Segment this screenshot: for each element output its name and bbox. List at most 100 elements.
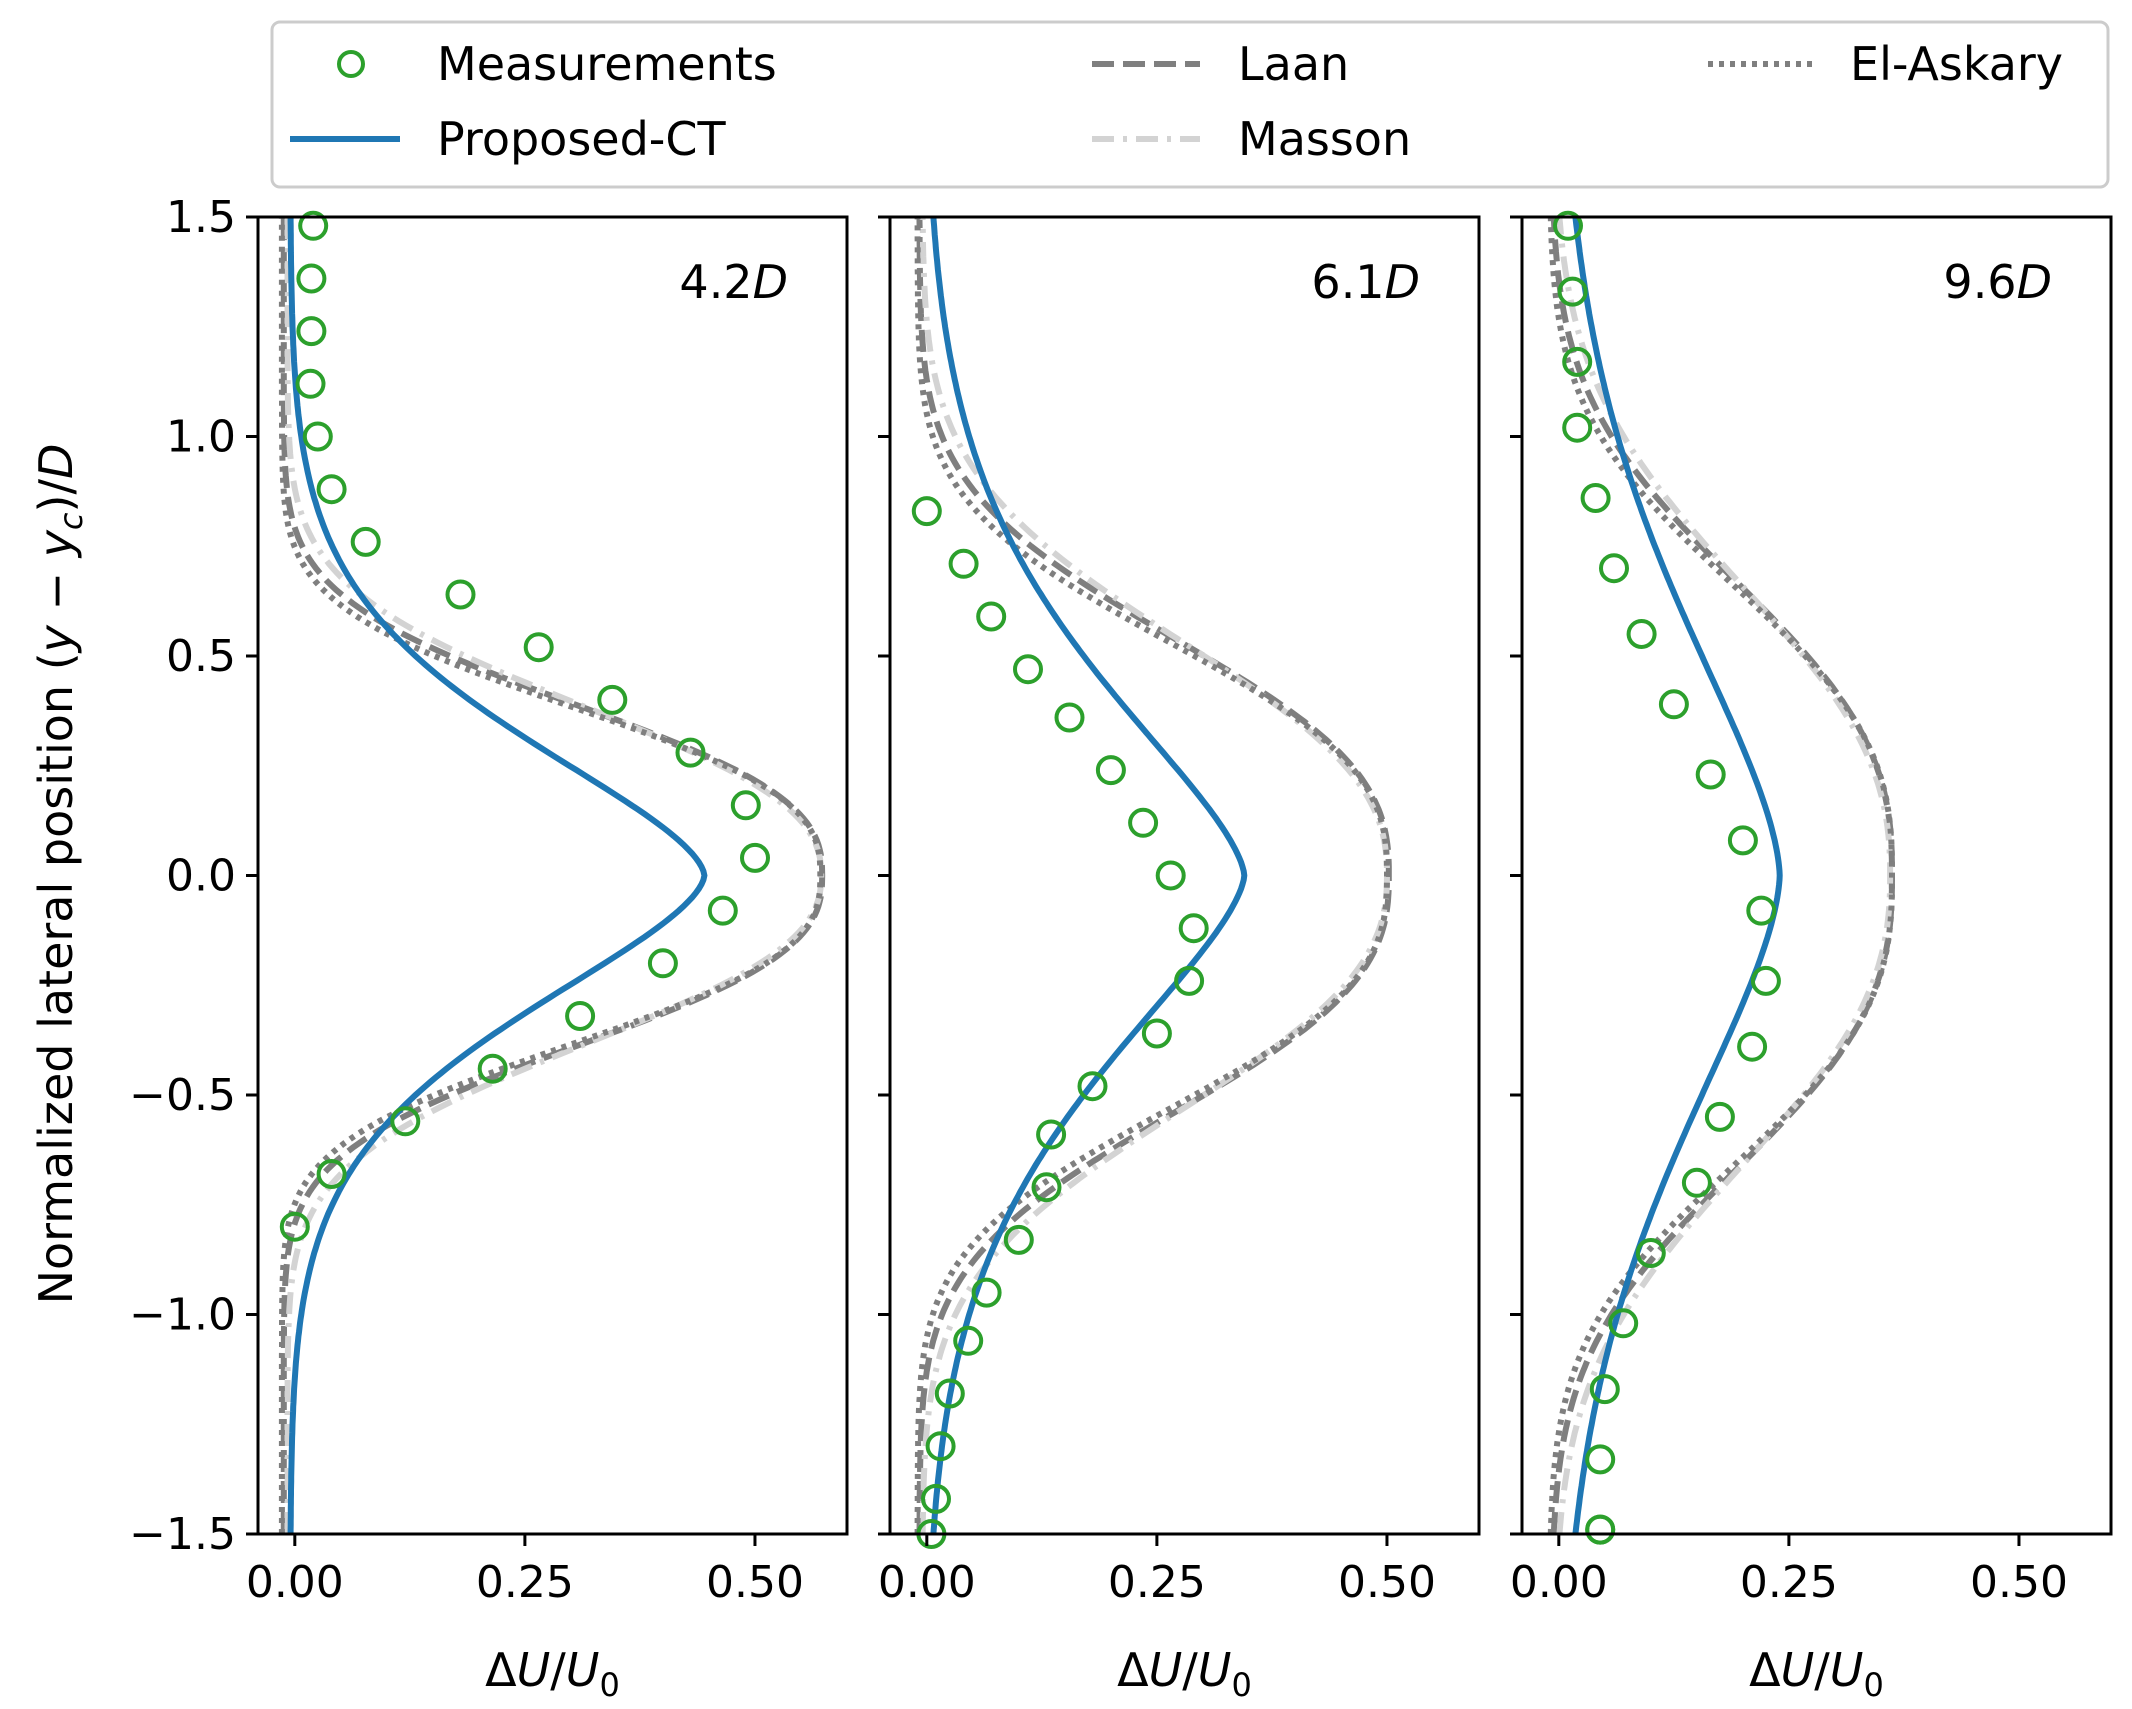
panel-2-measurement-point [976,601,1007,632]
x-axis-label-part: 0 [1231,1666,1251,1704]
x-axis-label-part: / [550,1643,566,1697]
panel-2-measurement-point [971,1277,1002,1308]
x-axis-label-part: U [1198,1643,1232,1697]
panel-1-measurement-point [477,1053,508,1084]
panel-2-measurement-point [1003,1224,1034,1255]
x-axis-label-part: Δ [1117,1643,1149,1697]
panel-1-measurement-point [523,632,554,663]
panel-3-measurement-point [1562,412,1593,443]
panel-3-x-tick-label: 0.25 [1740,1557,1838,1608]
panel-1-x-tick-label: 0.25 [476,1557,574,1608]
panel-3-measurement-point [1608,1308,1639,1339]
panel-1-proposed-curve [287,217,708,1534]
panel-1-measurement-point [445,579,476,610]
panel-3-measurement-point [1626,619,1657,649]
panel-1-measurement-point [740,842,770,873]
panel-2-proposed-curve [930,216,1248,1535]
panel-1-elaskary-curve [278,217,824,1534]
legend-measurements-label: Measurements [437,37,777,91]
panel-3-x-tick-label: 0.50 [1970,1557,2068,1608]
y-axis-label: Normalized lateral position (y − yc)/D [29,444,90,1305]
panel-3-measurement-point [1553,210,1583,241]
legend-laan-label: Laan [1238,37,1349,91]
panel-1-measurement-point [302,421,333,452]
y-tick-label: 0.0 [166,851,236,902]
panel-2-x-label: ΔU/U0 [1117,1643,1252,1704]
panel-1-measurement-point [296,316,327,347]
panel-2-measurement-point [1054,702,1085,733]
panel-3-measurement-point [1695,759,1726,790]
panel-3-elaskary-curve [1547,216,1895,1535]
panel-3: 0.00 0.25 0.50 9.6D ΔU/U0 [1510,210,2113,1704]
x-axis-label-part: Δ [485,1643,517,1697]
panel-1-measurement-point [647,948,678,979]
panel-1-measurement-point [298,210,329,241]
panel-1-measurement-point [675,737,706,768]
panel-2-masson-curve [919,216,1391,1535]
panel-2-x-tick-label: 0.00 [878,1557,976,1608]
panel-3-measurement-point [1727,825,1758,856]
panel-2-measurement-point [953,1325,984,1356]
legend-entry-masson: Masson [1092,112,1411,166]
panel-2: 0.00 0.25 0.50 6.1D ΔU/U0 [878,215,1481,1704]
legend-masson-label: Masson [1238,112,1411,166]
x-axis-label-part: / [1182,1643,1198,1697]
x-axis-label-part: U [566,1643,600,1697]
panel-2-x-tick-label: 0.25 [1108,1557,1206,1608]
panel-1-x-axis-label: ΔU/U0 [485,1643,620,1704]
legend-proposed-label: Proposed-CT [437,112,727,166]
panel-1-measurement-point [390,1106,421,1137]
panel-3-measurement-point [1704,1101,1735,1132]
panel-1-plot-area: 0.00 0.25 0.50 1.5 1.0 0.5 0.0 −0.5 −1.0 −1.5 [129,192,849,1608]
panel-1-measurement-point [316,1159,347,1189]
panel-2-measurement-point [1013,654,1043,685]
x-axis-label-part: U [517,1643,551,1697]
legend-frame [270,20,2110,189]
panel-2-measurement-point [921,1483,951,1514]
y-tick-label: −1.0 [129,1290,236,1341]
legend-entry-proposed: Proposed-CT [290,112,727,166]
panel-3-x-label: ΔU/U0 [1749,1643,1884,1704]
panel-3-measurement-point [1599,553,1629,584]
x-axis-label-part: U [1149,1643,1183,1697]
panel-2-measurement-point [1031,1172,1062,1203]
panel-1: 0.00 0.25 0.50 1.5 1.0 0.5 0.0 −0.5 −1.0 −1.5 4.2… [129,192,849,1704]
panel-1-measurement-point [350,526,381,557]
y-tick-label: −1.5 [129,1509,236,1560]
panel-3-measurement-point [1585,1514,1616,1545]
panel-2-measurement-point [911,496,942,527]
panel-2-x-axis-label: ΔU/U0 [1117,1643,1252,1704]
panel-2-measurement-point [1095,755,1126,786]
y-tick-label: 0.5 [166,631,236,682]
legend-measurements-marker [337,50,365,78]
panel-2-measurement-point [934,1378,965,1409]
panel-2-laan-curve [916,217,1392,1534]
panel-1-frame [256,215,849,1536]
panel-2-measurement-point [925,1431,956,1462]
panel-3-measurement-point [1658,689,1689,720]
panel-1-measurement-point [597,684,628,715]
panel-3-measurement-point [1562,346,1593,377]
x-axis-label-part: 0 [1863,1666,1883,1704]
panel-3-laan-curve [1550,216,1895,1535]
panel-3-measurement-point [1557,276,1588,307]
panel-2-measurement-point [1174,965,1205,996]
x-axis-label-part: U [1781,1643,1815,1697]
panel-3-measurement-point [1635,1238,1666,1268]
x-axis-label-part: U [1830,1643,1864,1697]
panel-1-measurement-point [295,368,326,399]
panel-1-measurement-point [279,1211,310,1242]
panel-1-x-label: ΔU/U0 [485,1643,620,1704]
panel-1-laan-curve [280,217,826,1534]
legend-entry-laan: Laan [1092,37,1349,91]
panel-2-elaskary-curve [914,217,1390,1534]
panel-1-x-tick-label: 0.50 [706,1557,804,1608]
panel-3-measurement-point [1750,965,1781,996]
panel-2-measurement-point [1036,1119,1067,1150]
y-tick-label: 1.0 [166,412,236,463]
panel-3-x-axis-label: ΔU/U0 [1749,1643,1884,1704]
panel-2-measurement-point [1141,1018,1172,1049]
panel-3-label: 9.6D [1943,255,2052,309]
y-tick-label: 1.5 [166,192,236,243]
